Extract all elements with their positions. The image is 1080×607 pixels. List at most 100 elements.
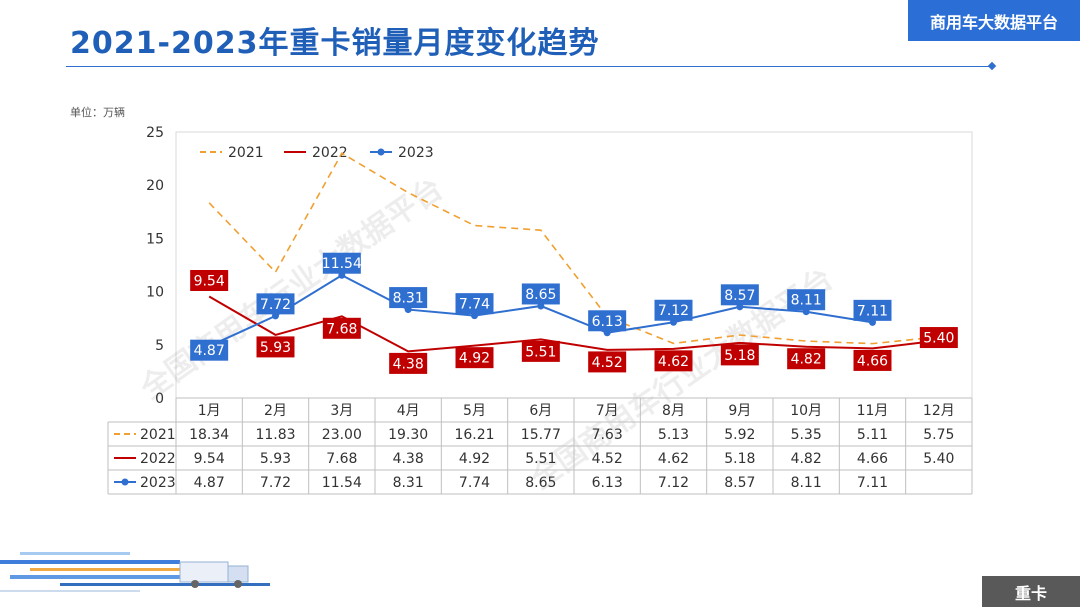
label-2022-box xyxy=(720,344,759,366)
table-cell: 5.35 xyxy=(791,427,822,443)
x-tick-label: 11月 xyxy=(857,403,889,419)
y-tick-label: 20 xyxy=(146,178,164,194)
label-2023: 8.11 xyxy=(791,293,822,309)
label-2022: 5.93 xyxy=(260,340,291,356)
label-2022: 4.82 xyxy=(791,352,822,368)
table-cell: 5.51 xyxy=(525,451,556,467)
legend-marker-2023 xyxy=(377,148,385,156)
truck-decoration xyxy=(0,552,270,592)
footer-tag: 重卡 xyxy=(982,576,1080,607)
table-cell: 9.54 xyxy=(194,451,225,467)
y-tick-label: 5 xyxy=(155,338,164,354)
label-2022-box xyxy=(322,317,361,339)
table-cell: 4.62 xyxy=(658,451,689,467)
table-cell: 5.11 xyxy=(857,427,888,443)
x-tick-label: 3月 xyxy=(330,403,353,419)
table-cell: 18.34 xyxy=(189,427,229,443)
label-2022: 5.40 xyxy=(923,331,954,347)
y-tick-label: 0 xyxy=(155,391,164,407)
label-2023-box xyxy=(521,283,560,305)
label-2022: 4.62 xyxy=(658,354,689,370)
table-cell: 4.92 xyxy=(459,451,490,467)
table-cell: 7.74 xyxy=(459,475,490,491)
title-underline xyxy=(66,66,994,67)
label-2023: 4.87 xyxy=(194,343,225,359)
label-2023-box xyxy=(455,293,494,315)
label-2022-box xyxy=(455,347,494,369)
label-2023-box xyxy=(654,299,693,321)
page-title: 2021-2023年重卡销量月度变化趋势 xyxy=(70,26,600,61)
label-2022-box xyxy=(256,336,295,358)
table-cell: 7.68 xyxy=(326,451,357,467)
table-cell: 7.12 xyxy=(658,475,689,491)
table-cell: 5.13 xyxy=(658,427,689,443)
table-cell: 5.18 xyxy=(724,451,755,467)
label-2022-box xyxy=(389,352,428,374)
x-tick-label: 12月 xyxy=(923,403,955,419)
table-cell: 4.87 xyxy=(194,475,225,491)
label-2023-box xyxy=(853,299,892,321)
label-2023-box xyxy=(720,284,759,306)
table-cell: 7.63 xyxy=(592,427,623,443)
table-cell: 19.30 xyxy=(388,427,428,443)
label-2023: 7.12 xyxy=(658,303,689,319)
x-tick-label: 8月 xyxy=(662,403,685,419)
label-2023: 11.54 xyxy=(322,256,362,272)
x-tick-label: 6月 xyxy=(529,403,552,419)
table-row-label: 2021 xyxy=(140,427,176,443)
label-2022: 9.54 xyxy=(194,273,225,289)
table-cell: 4.66 xyxy=(857,451,888,467)
label-2023: 8.31 xyxy=(393,291,424,307)
x-tick-label: 7月 xyxy=(596,403,619,419)
label-2022-box xyxy=(521,340,560,362)
table-cell: 8.65 xyxy=(525,475,556,491)
label-2023: 7.74 xyxy=(459,297,490,313)
label-2023-box xyxy=(190,339,229,361)
label-2023: 6.13 xyxy=(592,314,623,330)
table-cell: 8.31 xyxy=(393,475,424,491)
label-2022-box xyxy=(654,350,693,372)
unit-label: 单位：万辆 xyxy=(70,106,125,119)
label-2023: 8.57 xyxy=(724,288,755,304)
label-2022: 4.52 xyxy=(592,355,623,371)
table-cell: 5.93 xyxy=(260,451,291,467)
x-tick-label: 9月 xyxy=(728,403,751,419)
table-cell: 5.40 xyxy=(923,451,954,467)
table-legend-marker-2023 xyxy=(121,478,129,486)
label-2023: 8.65 xyxy=(525,287,556,303)
x-tick-label: 1月 xyxy=(198,403,221,419)
y-tick-label: 10 xyxy=(146,285,164,301)
table-cell: 8.57 xyxy=(724,475,755,491)
x-tick-label: 2月 xyxy=(264,403,287,419)
label-2022-box xyxy=(919,327,958,349)
label-2022: 5.18 xyxy=(724,348,755,364)
label-2023-box xyxy=(256,293,295,315)
y-tick-label: 15 xyxy=(146,231,164,247)
table-cell: 7.11 xyxy=(857,475,888,491)
table-cell: 15.77 xyxy=(521,427,561,443)
x-tick-label: 5月 xyxy=(463,403,486,419)
legend-label-2022: 2022 xyxy=(312,145,348,161)
label-2023-box xyxy=(787,289,826,311)
table-cell: 5.92 xyxy=(724,427,755,443)
table-row-label: 2022 xyxy=(140,451,176,467)
table-cell: 4.38 xyxy=(393,451,424,467)
label-2022: 4.66 xyxy=(857,353,888,369)
legend-label-2023: 2023 xyxy=(398,145,434,161)
table-cell: 6.13 xyxy=(592,475,623,491)
label-2023-box xyxy=(588,310,627,332)
series-line-2021 xyxy=(208,152,939,345)
table-cell: 5.75 xyxy=(923,427,954,443)
y-tick-label: 25 xyxy=(146,125,164,141)
label-2022: 5.51 xyxy=(525,344,556,360)
table-cell: 11.54 xyxy=(322,475,362,491)
label-2022-box xyxy=(853,349,892,371)
label-2023-box xyxy=(389,287,428,309)
label-2022: 7.68 xyxy=(326,321,357,337)
label-2023: 7.72 xyxy=(260,297,291,313)
table-cell: 7.72 xyxy=(260,475,291,491)
label-2022: 4.38 xyxy=(393,356,424,372)
table-cell: 11.83 xyxy=(255,427,295,443)
table-cell: 4.52 xyxy=(592,451,623,467)
